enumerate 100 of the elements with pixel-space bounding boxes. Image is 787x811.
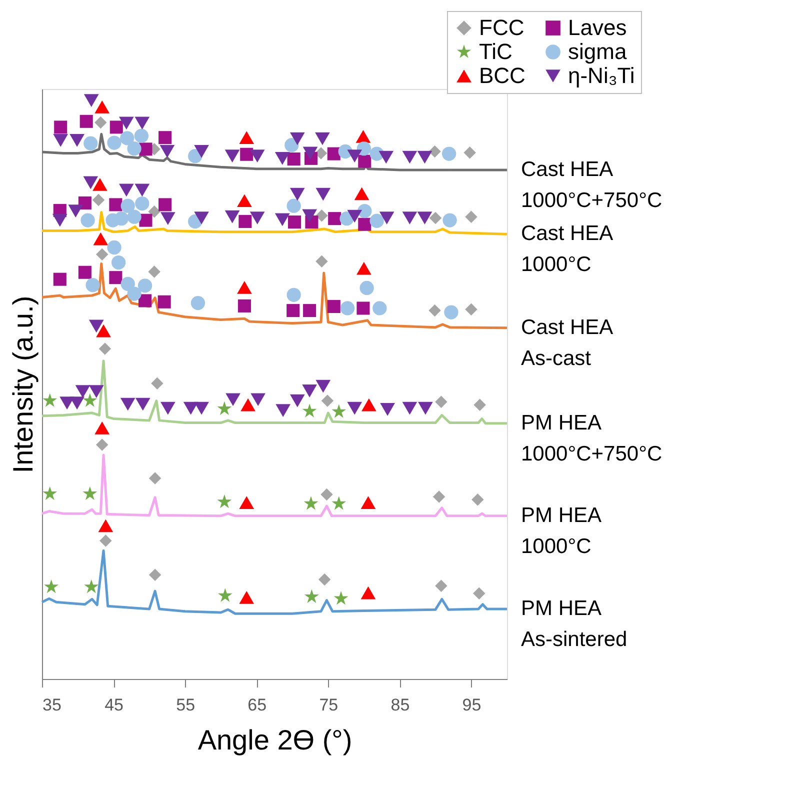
point: [158, 295, 171, 308]
point: [68, 204, 84, 218]
x-tick-label: 45: [104, 696, 124, 714]
point: [435, 396, 448, 408]
point: [183, 402, 198, 415]
point: [148, 472, 162, 484]
point: [428, 145, 441, 158]
point: [134, 128, 149, 143]
point: [286, 304, 300, 318]
point: [148, 206, 160, 218]
point: [135, 398, 150, 411]
point: [237, 194, 252, 208]
point: [75, 385, 90, 398]
point: [288, 216, 302, 229]
point: [286, 288, 301, 302]
point: [239, 131, 254, 144]
point: [92, 178, 108, 191]
point: [417, 150, 432, 164]
point: [304, 496, 318, 510]
point: [160, 212, 176, 225]
point: [160, 402, 176, 415]
point: [82, 393, 98, 407]
series-label: PM HEA 1000°C+750°C: [521, 411, 662, 466]
y-axis-title: Intensity (a.u.): [8, 296, 38, 474]
point: [250, 150, 265, 163]
point: [148, 568, 162, 582]
point: [290, 188, 305, 201]
point: [347, 150, 362, 163]
point: [84, 136, 98, 150]
point: [358, 204, 372, 218]
point: [347, 210, 362, 223]
point: [83, 176, 98, 190]
point: [304, 589, 319, 603]
point: [92, 194, 105, 206]
point: [120, 131, 134, 146]
point: [315, 132, 330, 146]
point: [274, 152, 290, 165]
point: [360, 586, 376, 600]
point: [358, 154, 372, 168]
point: [327, 300, 340, 314]
point: [224, 210, 240, 224]
point: [120, 398, 136, 411]
point: [119, 116, 134, 130]
point: [111, 255, 126, 270]
point: [356, 262, 372, 275]
point: [316, 380, 331, 393]
point: [276, 404, 290, 418]
legend-label: sigma: [568, 39, 628, 64]
point: [138, 294, 152, 308]
point: [70, 134, 84, 147]
point: [332, 404, 346, 418]
point: [109, 198, 122, 212]
point: [402, 402, 418, 415]
series-label: Cast HEA 1000°C: [521, 222, 614, 276]
point: [316, 210, 328, 222]
point: [80, 114, 93, 128]
point: [302, 384, 317, 398]
x-axis-title: Angle 2Ө (°): [198, 724, 352, 756]
point: [332, 496, 346, 510]
series-label: Cast HEA As-cast: [521, 316, 614, 370]
point: [302, 404, 317, 418]
point: [379, 212, 394, 224]
point: [194, 145, 209, 158]
point: [218, 588, 232, 602]
point: [287, 152, 300, 166]
point: [354, 187, 370, 200]
point: [96, 248, 108, 261]
point: [42, 393, 58, 407]
point: [80, 213, 95, 228]
point: [107, 240, 122, 255]
point: [96, 324, 111, 338]
point: [78, 196, 92, 210]
point: [465, 210, 478, 223]
point: [110, 120, 123, 134]
x-tick-label: 85: [390, 696, 410, 714]
point: [327, 147, 340, 160]
point: [44, 579, 59, 594]
point: [474, 398, 486, 411]
point: [82, 486, 98, 500]
point: [120, 198, 135, 213]
point: [402, 150, 418, 164]
x-tick-label: 35: [42, 696, 62, 714]
point: [442, 146, 456, 161]
x-tick-label: 95: [462, 696, 482, 714]
point: [316, 188, 331, 201]
point: [316, 255, 328, 268]
point: [465, 303, 478, 316]
legend-label: η-Ni₃Ti: [568, 63, 635, 88]
point: [362, 398, 376, 412]
point: [160, 145, 175, 158]
point: [93, 232, 108, 246]
point: [94, 100, 110, 114]
point: [42, 486, 58, 500]
point: [78, 266, 92, 279]
point: [53, 272, 66, 286]
point: [54, 120, 68, 134]
point: [334, 591, 348, 605]
point: [114, 212, 128, 226]
point: [94, 422, 110, 434]
point: [86, 278, 100, 292]
